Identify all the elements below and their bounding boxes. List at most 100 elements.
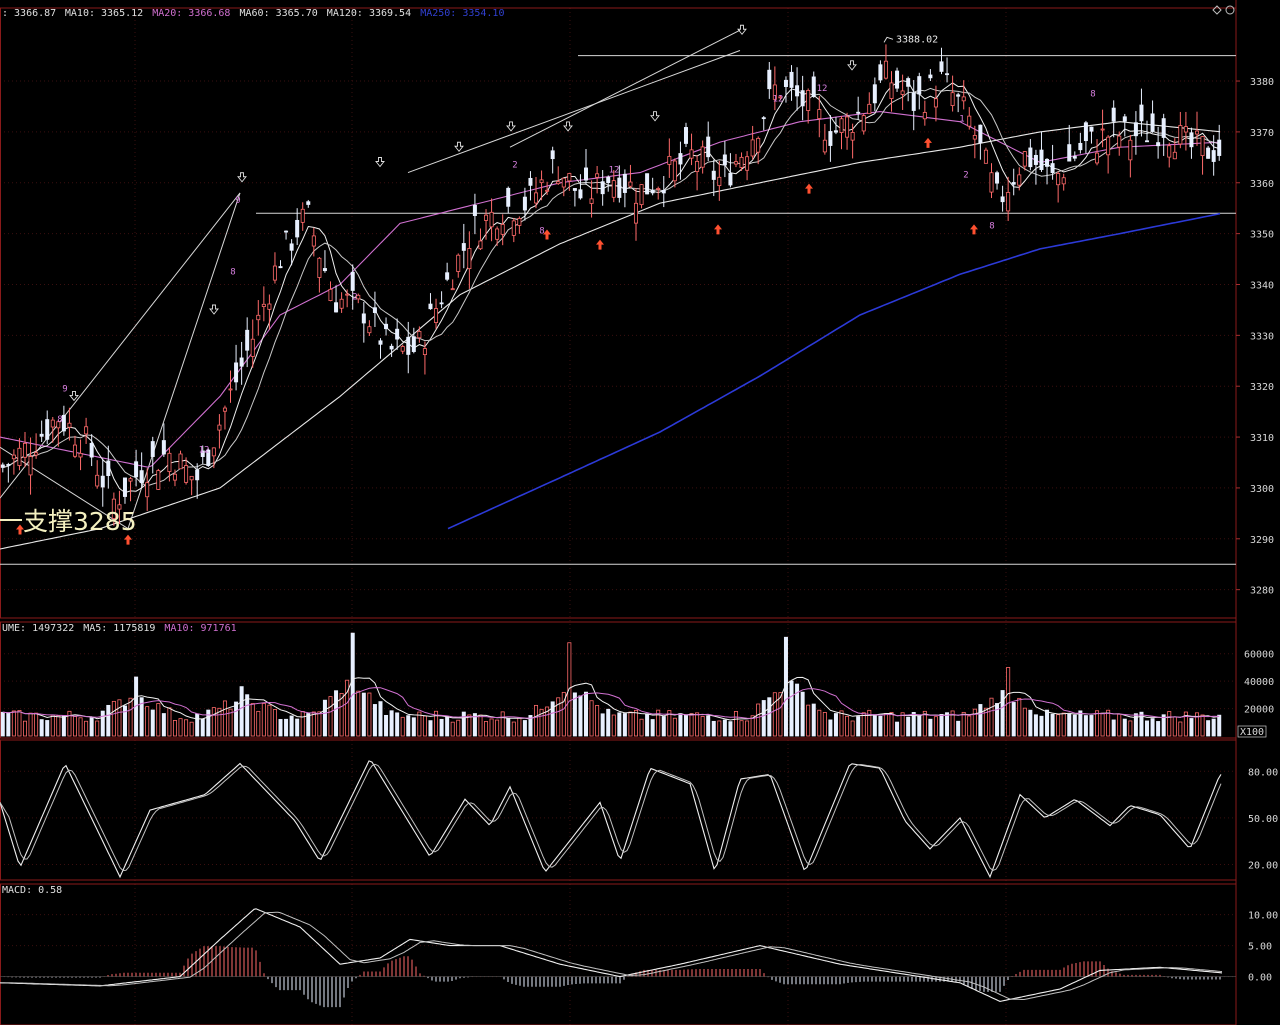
price-tick-label: 3300 (1250, 484, 1274, 495)
td-count-label: 8 (1090, 89, 1095, 99)
candle-body (650, 189, 655, 194)
macd-tick-label: 10.00 (1248, 911, 1278, 922)
volume-bar (828, 719, 833, 737)
macd-tick-label: 0.00 (1248, 973, 1272, 984)
volume-bar (867, 709, 872, 737)
candle-body (1078, 142, 1083, 151)
volume-bar (1095, 710, 1100, 737)
candle-body (750, 139, 755, 157)
volume-bar (50, 714, 55, 737)
candle-body (1072, 156, 1077, 159)
candle-body (945, 73, 950, 76)
volume-tick-label: 40000 (1244, 677, 1274, 688)
volume-bar (739, 720, 744, 737)
candle-body (289, 243, 294, 251)
candle-body (1172, 151, 1177, 160)
buy-arrow-icon (970, 224, 978, 235)
volume-bar (350, 632, 355, 737)
volume-bar (306, 713, 311, 737)
volume-bar (1100, 712, 1105, 737)
buy-arrow-icon (543, 229, 551, 240)
td-count-label: 9 (62, 384, 67, 394)
candle-body (395, 328, 400, 340)
candle-body (295, 219, 300, 238)
volume-bar (806, 704, 811, 737)
candle-body (917, 76, 922, 95)
candle-body (1061, 177, 1066, 185)
volume-bar (56, 715, 61, 737)
volume-bar (683, 714, 688, 737)
sell-arrow-icon (375, 157, 385, 168)
candle-body (1045, 158, 1050, 167)
volume-bar (206, 709, 211, 737)
candle-body (406, 336, 411, 355)
candle-body (217, 424, 222, 431)
volume-bar (1111, 719, 1116, 737)
volume-bar (506, 718, 511, 737)
td-count-label: 12 (199, 445, 210, 455)
candle-body (500, 224, 505, 235)
macd-legend-item: MACD: 0.58 (2, 885, 62, 896)
price-tick-label: 3360 (1250, 179, 1274, 190)
volume-legend-item: MA5: 1175819 (83, 623, 155, 634)
candle-body (1039, 149, 1044, 170)
volume-bar (900, 712, 905, 737)
candle-body (528, 177, 533, 186)
volume-bar (545, 706, 550, 737)
volume-bar (817, 709, 822, 737)
circle-icon[interactable] (1225, 5, 1235, 15)
candle-body (206, 449, 211, 466)
volume-bar (111, 700, 116, 737)
candle-body (550, 150, 555, 160)
volume-bar (578, 695, 583, 737)
volume-bar (528, 715, 533, 737)
volume-bar (895, 721, 900, 737)
candle-body (728, 172, 733, 186)
volume-tick-label: 20000 (1244, 705, 1274, 716)
candle-body (606, 176, 611, 183)
candle-body (1217, 139, 1222, 156)
td-count-label: 1 (959, 115, 964, 125)
candle-body (445, 272, 450, 280)
volume-bar (400, 716, 405, 737)
volume-unit-box (1237, 725, 1267, 738)
candle-body (778, 96, 783, 99)
volume-bar (539, 708, 544, 737)
volume-bar (328, 696, 333, 737)
volume-bar (228, 708, 233, 737)
candle-body (117, 504, 122, 510)
candlesticks[interactable] (0, 44, 1222, 526)
candle-body (922, 112, 927, 120)
volume-bars[interactable] (0, 632, 1222, 737)
candle-body (517, 218, 522, 226)
candle-body (422, 348, 427, 356)
candle-body (1111, 107, 1116, 122)
candle-body (556, 181, 561, 185)
volume-bar (317, 711, 322, 737)
volume-bar (1039, 715, 1044, 737)
volume-bar (722, 719, 727, 737)
candle-body (833, 130, 838, 133)
volume-bar (689, 713, 694, 737)
candle-body (50, 419, 55, 428)
volume-bar (945, 712, 950, 737)
candle-body (378, 340, 383, 345)
volume-tick-label: 60000 (1244, 650, 1274, 661)
candle-body (184, 465, 189, 483)
volume-bar (372, 704, 377, 737)
diamond-icon[interactable] (1212, 5, 1222, 15)
candle-body (911, 92, 916, 111)
candle-body (584, 167, 589, 181)
high-price-label: 3388.02 (896, 34, 938, 45)
volume-bar (628, 711, 633, 737)
candle-body (478, 240, 483, 250)
volume-bar (361, 692, 366, 737)
candle-body (772, 84, 777, 100)
volume-bar (678, 713, 683, 737)
candle-body (645, 173, 650, 195)
candle-body (939, 61, 944, 72)
volume-bar (1072, 714, 1077, 737)
td-count-label: 12 (773, 94, 784, 104)
